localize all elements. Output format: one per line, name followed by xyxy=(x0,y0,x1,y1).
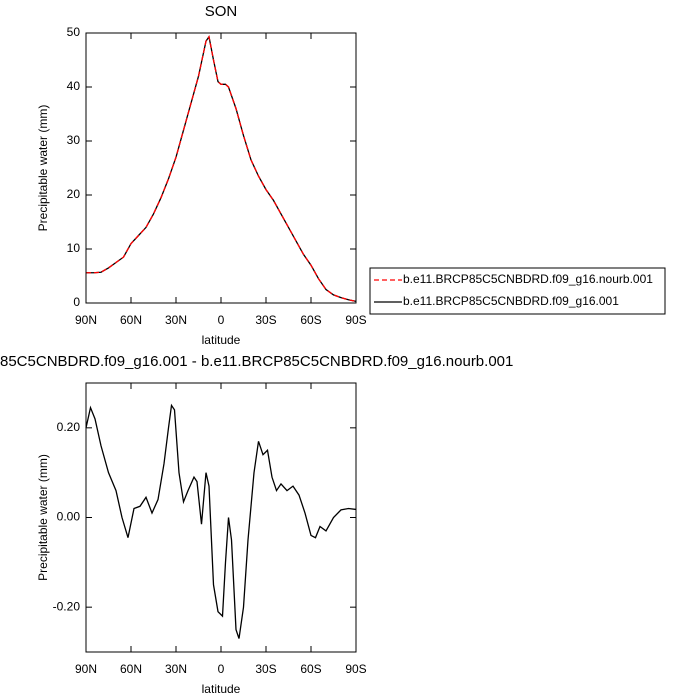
x-axis-label: latitude xyxy=(202,682,241,696)
data-line xyxy=(86,35,357,303)
chart-title: 85C5CNBDRD.f09_g16.001 - b.e11.BRCP85C5C… xyxy=(0,353,513,370)
x-tick-label: 90N xyxy=(75,313,97,327)
x-tick-label: 30S xyxy=(255,313,276,327)
x-tick-label: 90S xyxy=(345,662,366,676)
plot-frame xyxy=(85,382,357,653)
x-tick-label: 0 xyxy=(218,313,225,327)
plot-frame xyxy=(85,32,357,304)
x-tick-label: 60S xyxy=(300,662,321,676)
y-tick-label: 40 xyxy=(67,79,81,93)
x-axis-label: latitude xyxy=(202,333,241,347)
x-tick-label: 0 xyxy=(218,662,225,676)
y-tick-label: -0.20 xyxy=(53,599,81,613)
y-tick-label: 0.00 xyxy=(57,510,81,524)
x-tick-label: 30N xyxy=(165,313,187,327)
y-tick-label: 30 xyxy=(67,133,81,147)
x-tick-label: 90S xyxy=(345,313,366,327)
x-tick-label: 30S xyxy=(255,662,276,676)
legend-label: b.e11.BRCP85C5CNBDRD.f09_g16.nourb.001 xyxy=(403,272,653,286)
y-tick-label: 20 xyxy=(67,187,81,201)
data-line xyxy=(85,403,357,639)
x-tick-label: 60N xyxy=(120,662,142,676)
chart-title: SON xyxy=(205,3,238,20)
y-tick-label: 0 xyxy=(73,295,80,309)
x-tick-label: 60S xyxy=(300,313,321,327)
y-axis-label: Precipitable water (mm) xyxy=(36,454,50,581)
x-tick-label: 30N xyxy=(165,662,187,676)
legend-box xyxy=(369,267,666,315)
y-tick-label: 10 xyxy=(67,241,81,255)
x-tick-label: 90N xyxy=(75,662,97,676)
x-tick-label: 60N xyxy=(120,313,142,327)
legend-label: b.e11.BRCP85C5CNBDRD.f09_g16.001 xyxy=(403,294,619,308)
y-axis-label: Precipitable water (mm) xyxy=(36,105,50,232)
y-tick-label: 0.20 xyxy=(57,420,81,434)
y-tick-label: 50 xyxy=(67,25,81,39)
data-line xyxy=(86,35,357,303)
